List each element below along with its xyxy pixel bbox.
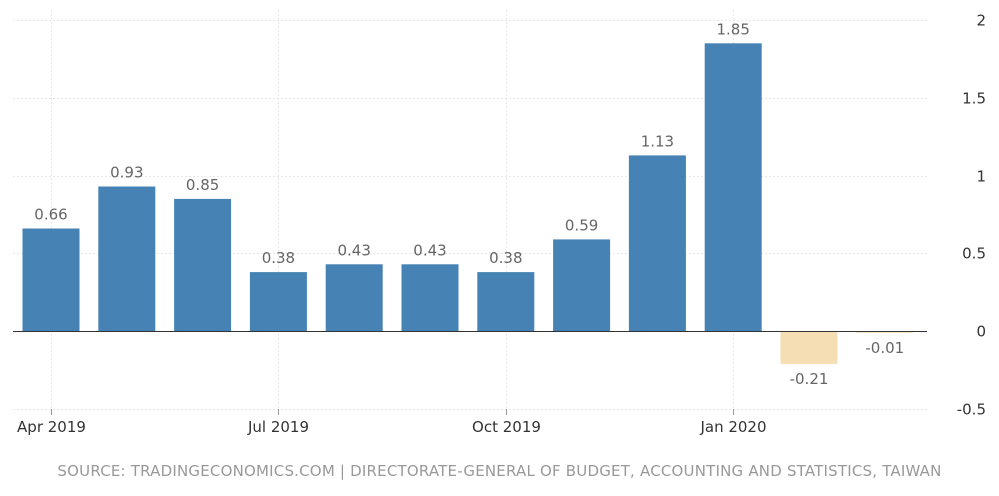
data-label: 0.59 bbox=[565, 216, 598, 234]
y-tick-label: 0 bbox=[976, 323, 986, 341]
data-label: -0.01 bbox=[865, 339, 904, 357]
bar bbox=[174, 198, 232, 332]
bar bbox=[22, 228, 80, 332]
bar bbox=[780, 331, 838, 364]
x-tick-label: Oct 2019 bbox=[472, 418, 541, 436]
x-tick-label: Jul 2019 bbox=[247, 418, 309, 436]
bar bbox=[325, 264, 383, 332]
data-label: 0.93 bbox=[110, 164, 143, 182]
y-tick-label: 1.5 bbox=[962, 90, 986, 108]
y-tick-label: 1 bbox=[976, 168, 986, 186]
data-label: 1.85 bbox=[716, 20, 749, 38]
y-tick-label: 0.5 bbox=[962, 245, 986, 263]
data-label: 0.38 bbox=[489, 249, 522, 267]
bar bbox=[704, 43, 762, 332]
bar bbox=[628, 155, 686, 332]
y-tick-label: 2 bbox=[976, 12, 986, 30]
source-note: SOURCE: TRADINGECONOMICS.COM | DIRECTORA… bbox=[57, 462, 942, 480]
data-label: 0.66 bbox=[34, 206, 67, 224]
data-labels: 0.66 0.93 0.85 0.38 0.43 0.43 0.38 0.59 1.13 1.85… bbox=[34, 20, 904, 388]
bars bbox=[22, 43, 914, 364]
bar bbox=[553, 239, 611, 332]
y-tick-label: -0.5 bbox=[957, 401, 986, 419]
data-label: 0.38 bbox=[262, 249, 295, 267]
bar bbox=[98, 186, 156, 332]
axes: 2 1.5 1 0.5 0 -0.5 Apr 2019 Jul 2019 Oct 2019 Jan… bbox=[13, 12, 986, 436]
x-tick-label: Apr 2019 bbox=[17, 418, 86, 436]
bar bbox=[477, 272, 535, 332]
bar bbox=[401, 264, 459, 332]
x-tick-label: Jan 2020 bbox=[699, 418, 766, 436]
data-label: 0.85 bbox=[186, 176, 219, 194]
data-label: 1.13 bbox=[641, 132, 674, 150]
bar bbox=[249, 272, 307, 332]
data-label: 0.43 bbox=[337, 241, 370, 259]
data-label: 0.43 bbox=[413, 241, 446, 259]
data-label: -0.21 bbox=[790, 370, 829, 388]
